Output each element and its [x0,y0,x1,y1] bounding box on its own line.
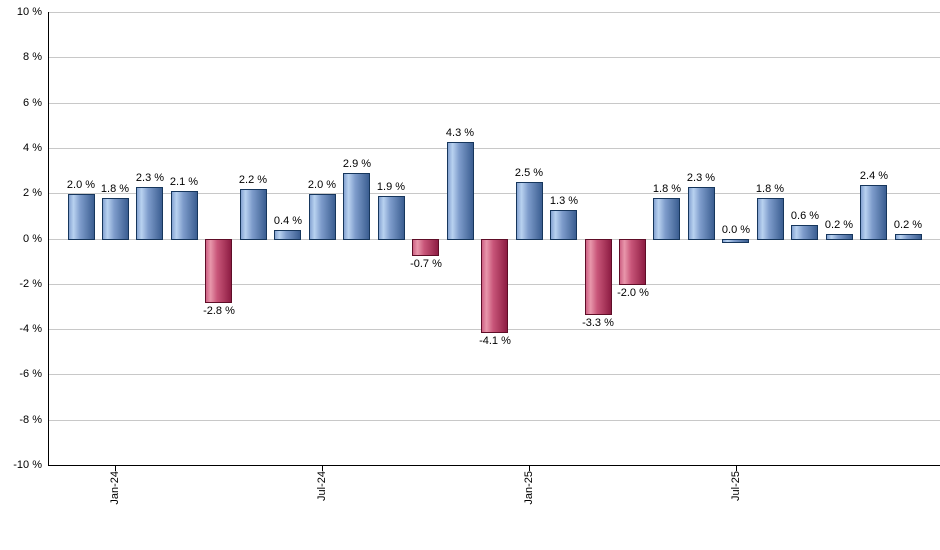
gridline [48,57,940,58]
bar-value-label: 1.8 % [755,183,785,195]
bar [102,198,129,240]
y-axis-label: 6 % [23,97,42,109]
bar-value-label: 0.6 % [790,210,820,222]
gridline [48,193,940,194]
y-axis-label: -10 % [13,459,42,471]
bar-value-label: 0.2 % [824,219,854,231]
gridline [48,374,940,375]
x-axis-tick [736,466,737,471]
bar-value-label: 1.3 % [549,195,579,207]
bar-value-label: 2.0 % [307,179,337,191]
y-axis-label: 10 % [16,6,42,18]
bar [481,239,508,333]
y-axis-label: -4 % [19,323,42,335]
x-axis-label: Jul-25 [730,471,742,501]
y-axis-label: 8 % [23,51,42,63]
bar-value-label: -3.3 % [582,317,614,329]
bar [550,210,577,240]
y-axis-label: -8 % [19,414,42,426]
bar [860,185,887,240]
bar [757,198,784,240]
bar [791,225,818,240]
bar-value-label: -2.8 % [203,305,235,317]
x-axis-label: Jan-25 [523,471,535,505]
bar [516,182,543,240]
y-axis-label: -2 % [19,278,42,290]
bar-value-label: -0.7 % [410,258,442,270]
y-axis-label: 4 % [23,142,42,154]
gridline [48,12,940,13]
bar [136,187,163,240]
x-axis-label: Jan-24 [109,471,121,505]
bar [585,239,612,315]
bar [412,239,439,256]
bar [205,239,232,303]
bar [171,191,198,240]
bar-value-label: -2.0 % [617,287,649,299]
gridline [48,103,940,104]
bar-value-label: 2.2 % [238,174,268,186]
gridline [48,420,940,421]
x-axis-tick [322,466,323,471]
x-axis-tick [529,466,530,471]
bar-value-label: 2.5 % [514,167,544,179]
bar [895,234,922,240]
bar-value-label: 0.0 % [721,224,751,236]
x-axis-line [48,465,940,466]
bar-value-label: 2.1 % [169,176,199,188]
bar [378,196,405,240]
bar [688,187,715,240]
bar [619,239,646,285]
bar [68,194,95,240]
bar-value-label: 4.3 % [445,127,475,139]
bar-value-label: 2.4 % [859,170,889,182]
bar-value-label: 0.4 % [273,215,303,227]
bar-value-label: 1.8 % [652,183,682,195]
y-axis-label: -6 % [19,368,42,380]
bar [447,142,474,240]
bar-value-label: 2.9 % [342,158,372,170]
y-axis-label: 0 % [23,233,42,245]
bar [653,198,680,240]
bar-value-label: 2.3 % [686,172,716,184]
bar-value-label: 0.2 % [893,219,923,231]
bar [309,194,336,240]
bar [240,189,267,240]
bar-value-label: 1.9 % [376,181,406,193]
y-axis-label: 2 % [23,187,42,199]
bar-value-label: 1.8 % [100,183,130,195]
bar-value-label: -4.1 % [479,335,511,347]
bar-value-label: 2.0 % [66,179,96,191]
gridline [48,148,940,149]
bar [826,234,853,240]
bar [274,230,301,240]
bar [343,173,370,240]
y-axis-line [48,12,49,466]
x-axis-tick [115,466,116,471]
bar-value-label: 2.3 % [135,172,165,184]
bar [722,239,749,243]
x-axis-label: Jul-24 [316,471,328,501]
